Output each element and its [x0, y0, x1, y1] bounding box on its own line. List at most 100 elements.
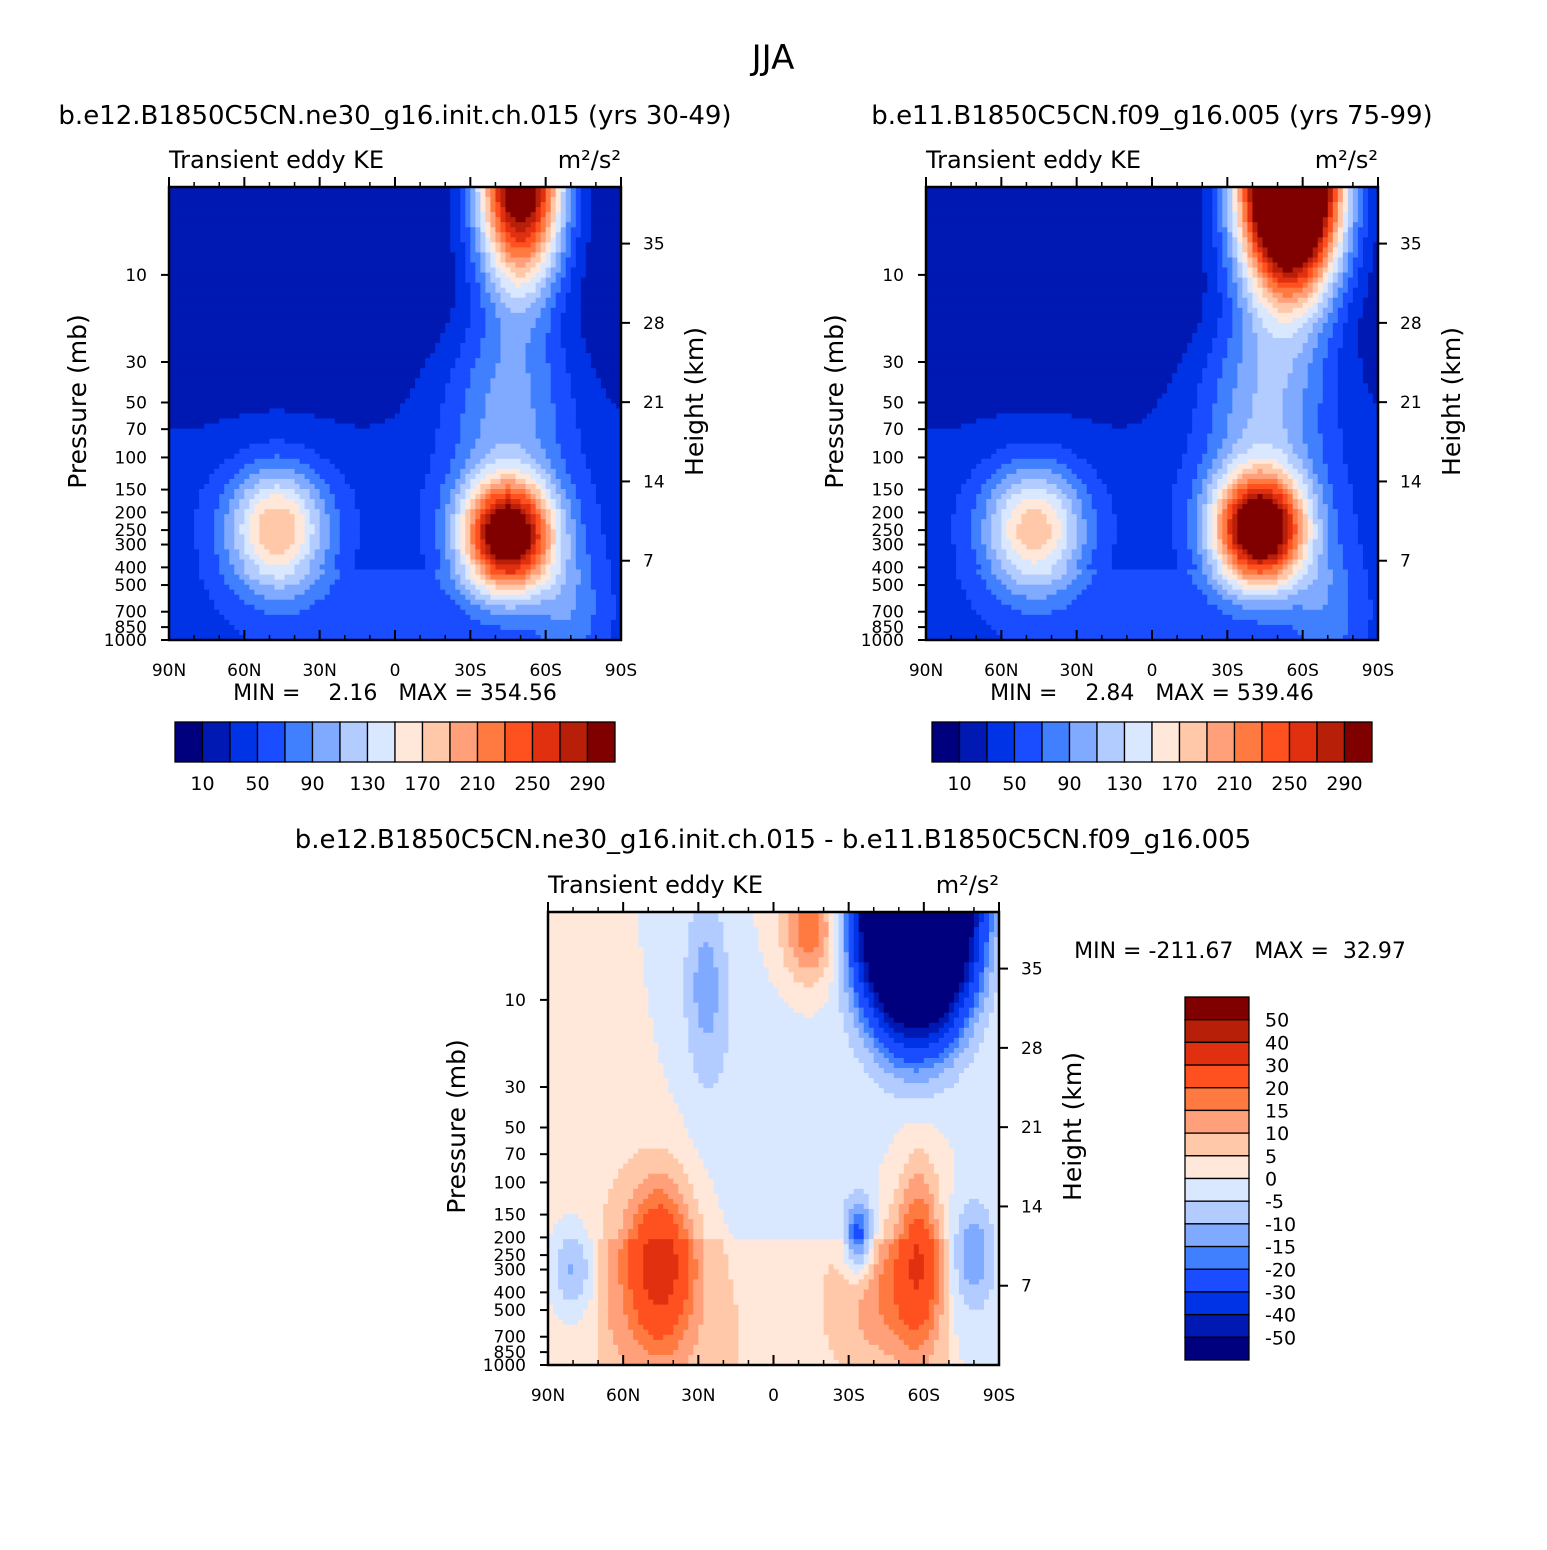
contour-cell [415, 383, 446, 389]
contour-cell [833, 1264, 850, 1270]
contour-cell [1207, 287, 1218, 294]
contour-cell [495, 443, 522, 450]
contour-cell [1247, 257, 1254, 264]
contour-cell [1222, 539, 1228, 545]
contour-cell [1001, 478, 1023, 485]
contour-cell [843, 1208, 850, 1215]
contour-cell [843, 1224, 850, 1230]
contour-cell [435, 343, 461, 349]
contour-cell [470, 322, 486, 329]
contour-cell [570, 207, 577, 213]
contour-cell [1297, 589, 1329, 596]
contour-cell [1322, 483, 1334, 490]
contour-cell [863, 1022, 870, 1029]
contour-cell [455, 302, 471, 309]
contour-cell [455, 514, 461, 520]
contour-cell [1091, 579, 1193, 586]
contour-cell [455, 252, 466, 259]
contour-cell [505, 604, 517, 611]
contour-cell [1372, 262, 1379, 269]
contour-cell [1232, 297, 1238, 304]
contour-cell [565, 368, 597, 374]
contour-cell [883, 1259, 895, 1265]
contour-cell [475, 358, 502, 364]
contour-cell [623, 1208, 639, 1215]
contour-cell [958, 1007, 970, 1014]
contour-cell [470, 383, 492, 389]
contour-cell [988, 972, 1000, 979]
contour-cell [1262, 242, 1319, 248]
contour-cell [983, 912, 990, 918]
contour-cell [550, 192, 557, 198]
contour-cell [169, 322, 446, 329]
contour-cell [465, 609, 492, 616]
contour-cell [723, 1219, 845, 1225]
contour-cell [923, 1219, 930, 1225]
contour-cell [465, 398, 486, 405]
contour-cell [878, 1284, 895, 1291]
contour-cell [1292, 549, 1299, 556]
contour-cell [966, 594, 997, 601]
contour-cell [505, 504, 512, 510]
contour-cell [1297, 468, 1309, 475]
contour-cell [1332, 202, 1339, 208]
contour-cell [688, 1022, 699, 1029]
contour-cell [169, 307, 451, 314]
contour-cell [334, 418, 386, 425]
contour-cell [590, 478, 622, 485]
contour-cell [460, 212, 466, 218]
contour-cell [758, 942, 780, 948]
contour-cell [963, 997, 975, 1004]
contour-cell [688, 1244, 694, 1250]
contour-cell [595, 373, 622, 379]
contour-cell [1212, 237, 1223, 243]
contour-cell [555, 483, 562, 490]
contour-cell [259, 468, 296, 475]
contour-cell [610, 564, 622, 571]
contour-cell [878, 1254, 890, 1260]
contour-cell [239, 504, 250, 510]
contour-cell [663, 1063, 694, 1069]
contour-cell [828, 987, 840, 994]
contour-cell [933, 1239, 940, 1245]
contour-cell [833, 942, 840, 948]
contour-cell [938, 1254, 945, 1260]
contour-cell [1006, 443, 1063, 450]
contour-cell [540, 217, 547, 223]
contour-cell [1252, 212, 1329, 218]
contour-cell [993, 942, 1000, 948]
contour-cell [1096, 524, 1118, 530]
contour-cell [1352, 272, 1359, 279]
contour-cell [1207, 594, 1223, 601]
contour-cell [500, 247, 507, 254]
contour-cell [818, 957, 830, 963]
contour-cell [1237, 489, 1249, 495]
colorbar-swatch [476, 721, 506, 763]
contour-cell [926, 378, 1173, 384]
contour-cell [958, 1274, 965, 1281]
contour-cell [329, 489, 356, 495]
contour-cell [540, 192, 547, 198]
contour-cell [224, 514, 235, 520]
contour-cell [1227, 559, 1233, 566]
contour-cell [1217, 519, 1223, 525]
contour-cell [1177, 549, 1193, 556]
contour-cell [1001, 494, 1012, 500]
contour-cell [703, 1027, 714, 1034]
contour-cell [575, 529, 587, 535]
contour-cell [1292, 499, 1299, 505]
contour-cell [933, 1193, 940, 1200]
contour-cell [1252, 403, 1284, 410]
contour-cell [843, 1017, 855, 1024]
contour-cell [455, 292, 471, 299]
contour-cell [1332, 197, 1339, 203]
contour-cell [983, 1229, 995, 1235]
contour-cell [548, 1017, 654, 1024]
contour-cell [169, 423, 205, 430]
contour-cell [1282, 514, 1289, 520]
contour-cell [460, 534, 466, 540]
contour-cell [1227, 343, 1243, 349]
contour-cell [1227, 413, 1254, 420]
contour-cell [1347, 579, 1369, 586]
contour-cell [1342, 277, 1349, 284]
